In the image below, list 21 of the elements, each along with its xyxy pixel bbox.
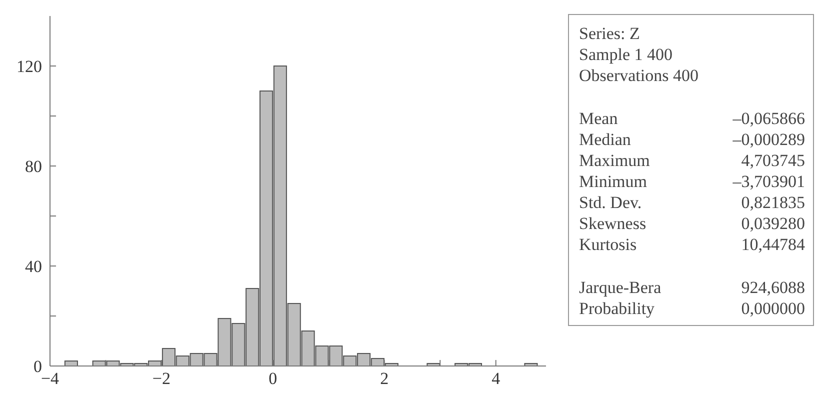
text: Observations 400 (579, 65, 700, 86)
text: Std. Dev. 0,821835 (579, 193, 805, 212)
text: Mean –0,065866 (579, 109, 805, 128)
text: Maximum 4,703745 (579, 151, 805, 170)
text: Sample 1 400 (579, 44, 674, 65)
y-tick-label: 40 (25, 257, 42, 276)
text: Kurtosis 10,44784 (579, 235, 805, 254)
x-tick-label: 0 (268, 369, 278, 388)
x-tick-label: −2 (152, 369, 171, 388)
x-tick-label: 2 (380, 369, 389, 388)
text: Minimum –3,703901 (579, 172, 805, 191)
y-tick-label: 0 (34, 357, 42, 376)
y-tick-label: 80 (25, 157, 42, 176)
x-tick-label: −4 (40, 369, 60, 388)
text: Series: Z (579, 23, 641, 44)
text: Skewness 0,039280 (579, 214, 805, 233)
text: Probability 0,000000 (579, 299, 805, 318)
x-tick-label: 4 (492, 369, 501, 388)
y-tick-label: 120 (16, 57, 42, 76)
text: Median –0,000289 (579, 130, 805, 149)
text: Jarque-Bera 924,6088 (579, 278, 805, 297)
